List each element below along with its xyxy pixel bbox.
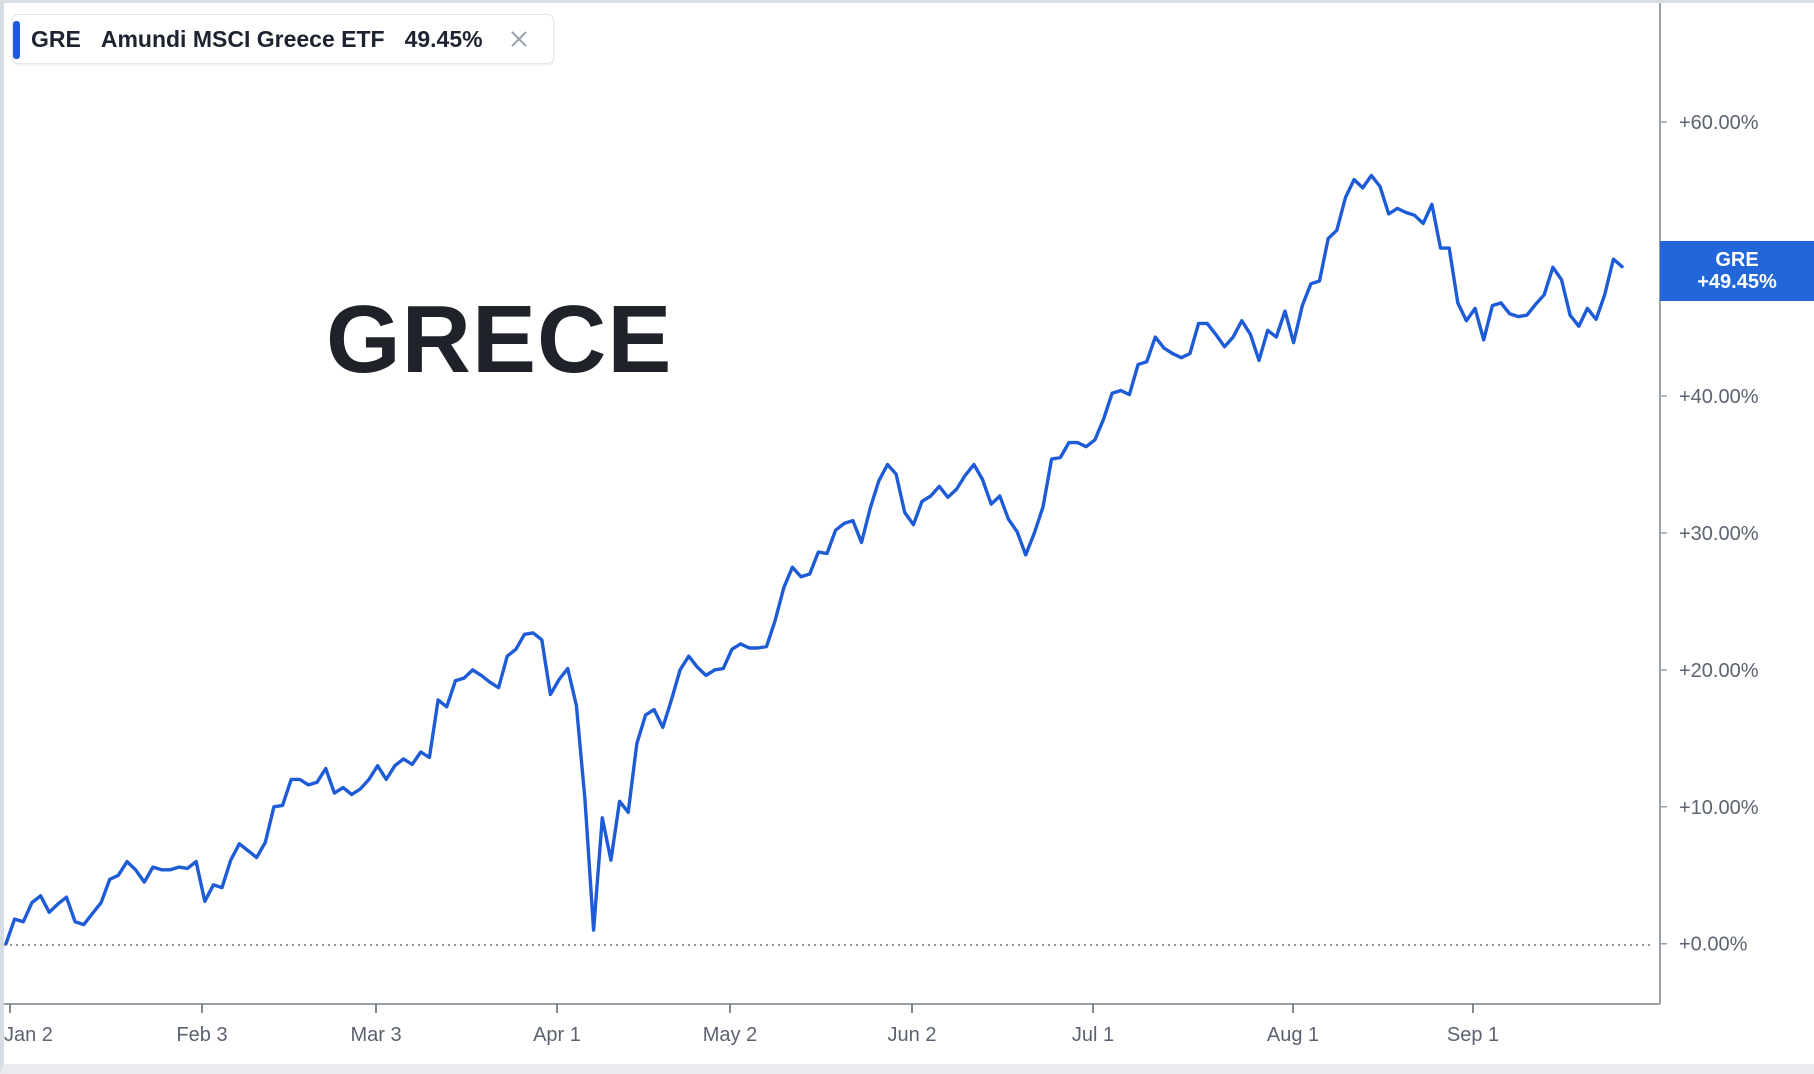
series-line-gre — [4, 173, 1624, 946]
legend-chip[interactable]: GRE Amundi MSCI Greece ETF 49.45% — [12, 14, 554, 64]
x-tick-label: May 2 — [703, 1024, 757, 1046]
last-value-percent: +49.45% — [1697, 271, 1777, 293]
y-tick-label: +30.00% — [1679, 523, 1759, 545]
y-tick-label: +0.00% — [1679, 934, 1748, 956]
x-tick-label: Jun 2 — [888, 1024, 937, 1046]
y-axis-ticks: +0.00%+10.00%+20.00%+30.00%+40.00%+50.00… — [1660, 112, 1759, 956]
y-tick-label: +10.00% — [1679, 797, 1759, 819]
chart-overlay-title: GRECE — [326, 286, 673, 393]
legend-ticker: GRE — [31, 25, 81, 52]
close-icon[interactable] — [509, 29, 529, 49]
x-tick-label: Mar 3 — [350, 1024, 401, 1046]
x-axis-ticks: Jan 2 Feb 3 Mar 3 Apr 1 May 2 Jun 2 Jul 1 Aug 1… — [4, 1004, 1499, 1046]
last-value-ticker: GRE — [1715, 249, 1759, 271]
x-tick-label: Feb 3 — [176, 1024, 227, 1046]
y-tick-label: +40.00% — [1679, 386, 1759, 408]
x-tick-label: Sep 1 — [1447, 1024, 1499, 1046]
x-tick-label: Aug 1 — [1267, 1024, 1319, 1046]
y-tick-label: +20.00% — [1679, 660, 1759, 682]
legend-color-bar — [13, 21, 20, 59]
x-tick-label: Jan 2 — [4, 1024, 53, 1046]
x-tick-label: Apr 1 — [533, 1024, 581, 1046]
last-value-label: GRE +49.45% — [1660, 241, 1814, 301]
x-tick-label: Jul 1 — [1072, 1024, 1114, 1046]
legend-value: 49.45% — [404, 25, 483, 52]
y-tick-label: +60.00% — [1679, 112, 1759, 134]
legend-series-name: Amundi MSCI Greece ETF — [100, 25, 385, 52]
